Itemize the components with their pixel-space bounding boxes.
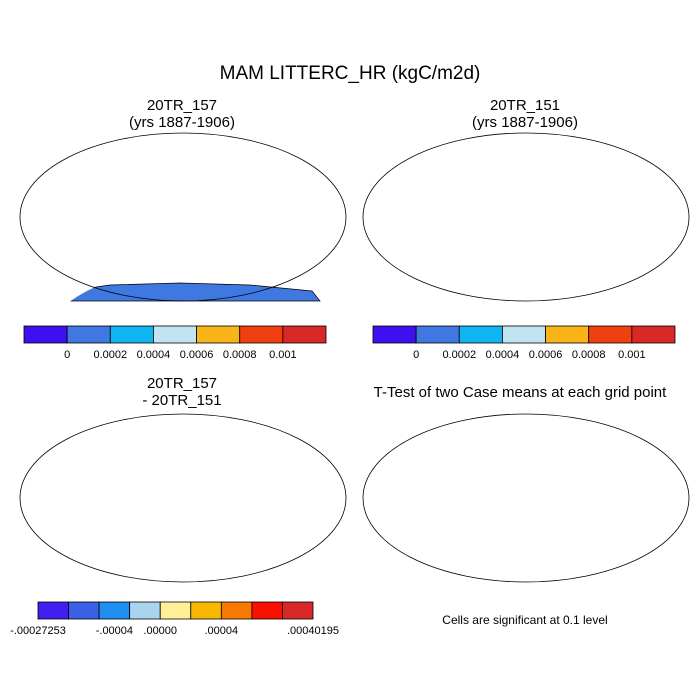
globe-outline [19, 413, 347, 583]
globe-outline [362, 413, 690, 583]
panel-title-p3-line1: 20TR_157 [146, 375, 218, 392]
colorbar-p2-tick-label-2: 0.0004 [486, 349, 520, 361]
colorbar-p2-box-6 [631, 325, 676, 344]
map-panel-p4 [362, 413, 690, 583]
colorbar-diff-box-7 [251, 601, 283, 620]
map-panel-p2 [362, 132, 690, 302]
globe-outline [19, 132, 347, 302]
colorbar-p1-tick-label-4: 0.0008 [223, 349, 257, 361]
colorbar-p1-tick-label-3: 0.0006 [180, 349, 214, 361]
colorbar-p1-tick-label-1: 0.0002 [93, 349, 127, 361]
colorbar-diff-tick-label-4: .00040195 [287, 625, 339, 637]
globe-outline [362, 132, 690, 302]
panel-title-p1-line2: (yrs 1887-1906) [129, 114, 235, 131]
panel-title-p3: 20TR_157 - 20TR_151 [32, 375, 332, 409]
colorbar-p1-box-2 [109, 325, 154, 344]
panel-title-p2: 20TR_151 (yrs 1887-1906) [375, 97, 675, 131]
colorbar-diff-box-5 [190, 601, 222, 620]
panel-title-p2-line1: 20TR_151 [489, 97, 561, 114]
colorbar-diff-box-2 [98, 601, 131, 620]
globe-ocean [363, 133, 689, 301]
colorbar-p2-box-1 [415, 325, 460, 344]
colorbar-p1-tick-label-5: 0.001 [269, 349, 297, 361]
figure-title: MAM LITTERC_HR (kgC/m2d) [219, 63, 481, 84]
colorbar-p1-box-3 [153, 325, 197, 344]
colorbar-diff: -.00027253 -.00004 .00000 .00004 .00040195 [10, 601, 339, 637]
colorbar-diff-tick-label-3: .00004 [205, 625, 239, 637]
colorbar-diff-tick-label-0: -.00027253 [10, 625, 66, 637]
map-panel-p3 [19, 413, 347, 583]
land-antarctica [43, 282, 321, 302]
colorbar-p2: 0 0.0002 0.0004 0.0006 0.0008 0.001 [372, 325, 676, 361]
colorbar-p1: 0 0.0002 0.0004 0.0006 0.0008 0.001 [23, 325, 327, 361]
panel-title-p3-line2: - 20TR_151 [142, 392, 222, 409]
colorbar-p1-box-1 [66, 325, 111, 344]
significance-note: Cells are significant at 0.1 level [442, 613, 608, 627]
colorbar-p2-box-0 [372, 325, 417, 344]
colorbar-p1-box-0 [23, 325, 68, 344]
colorbar-p2-tick-label-1: 0.0002 [442, 349, 476, 361]
signif-cell-17 [660, 438, 666, 442]
panel-title-p4: T-Test of two Case means at each grid po… [350, 384, 690, 401]
colorbar-diff-box-4 [159, 601, 192, 620]
colorbar-p2-box-5 [588, 325, 633, 344]
globe-ocean [363, 414, 689, 582]
colorbar-p2-tick-label-3: 0.0006 [529, 349, 563, 361]
colorbar-diff-box-6 [220, 601, 253, 620]
colorbar-diff-tick-label-2: .00000 [143, 625, 177, 637]
colorbar-p1-box-4 [196, 325, 241, 344]
colorbar-p2-tick-label-0: 0 [413, 349, 419, 361]
colorbar-p1-box-5 [239, 325, 284, 344]
colorbar-diff-box-1 [68, 601, 100, 620]
globe-ocean [20, 414, 346, 582]
colorbar-p1-tick-label-2: 0.0004 [137, 349, 171, 361]
map-panel-p1 [19, 132, 347, 302]
colorbar-p2-box-3 [502, 325, 546, 344]
colorbar-diff-tick-label-1: -.00004 [96, 625, 133, 637]
colorbar-diff-box-8 [282, 601, 314, 620]
panel-title-p2-line2: (yrs 1887-1906) [472, 114, 578, 131]
panel-title-p1: 20TR_157 (yrs 1887-1906) [32, 97, 332, 131]
colorbar-p2-box-4 [545, 325, 590, 344]
colorbar-diff-box-3 [129, 601, 161, 620]
colorbar-p1-tick-label-0: 0 [64, 349, 70, 361]
colorbar-p2-box-2 [458, 325, 503, 344]
globe-ocean [20, 133, 346, 301]
colorbar-diff-box-0 [37, 601, 69, 620]
colorbar-p2-tick-label-4: 0.0008 [572, 349, 606, 361]
colorbar-p1-box-6 [282, 325, 327, 344]
panel-title-p1-line1: 20TR_157 [146, 97, 218, 114]
colorbar-p2-tick-label-5: 0.001 [618, 349, 646, 361]
panel-title-p4-line1: T-Test of two Case means at each grid po… [373, 384, 667, 401]
